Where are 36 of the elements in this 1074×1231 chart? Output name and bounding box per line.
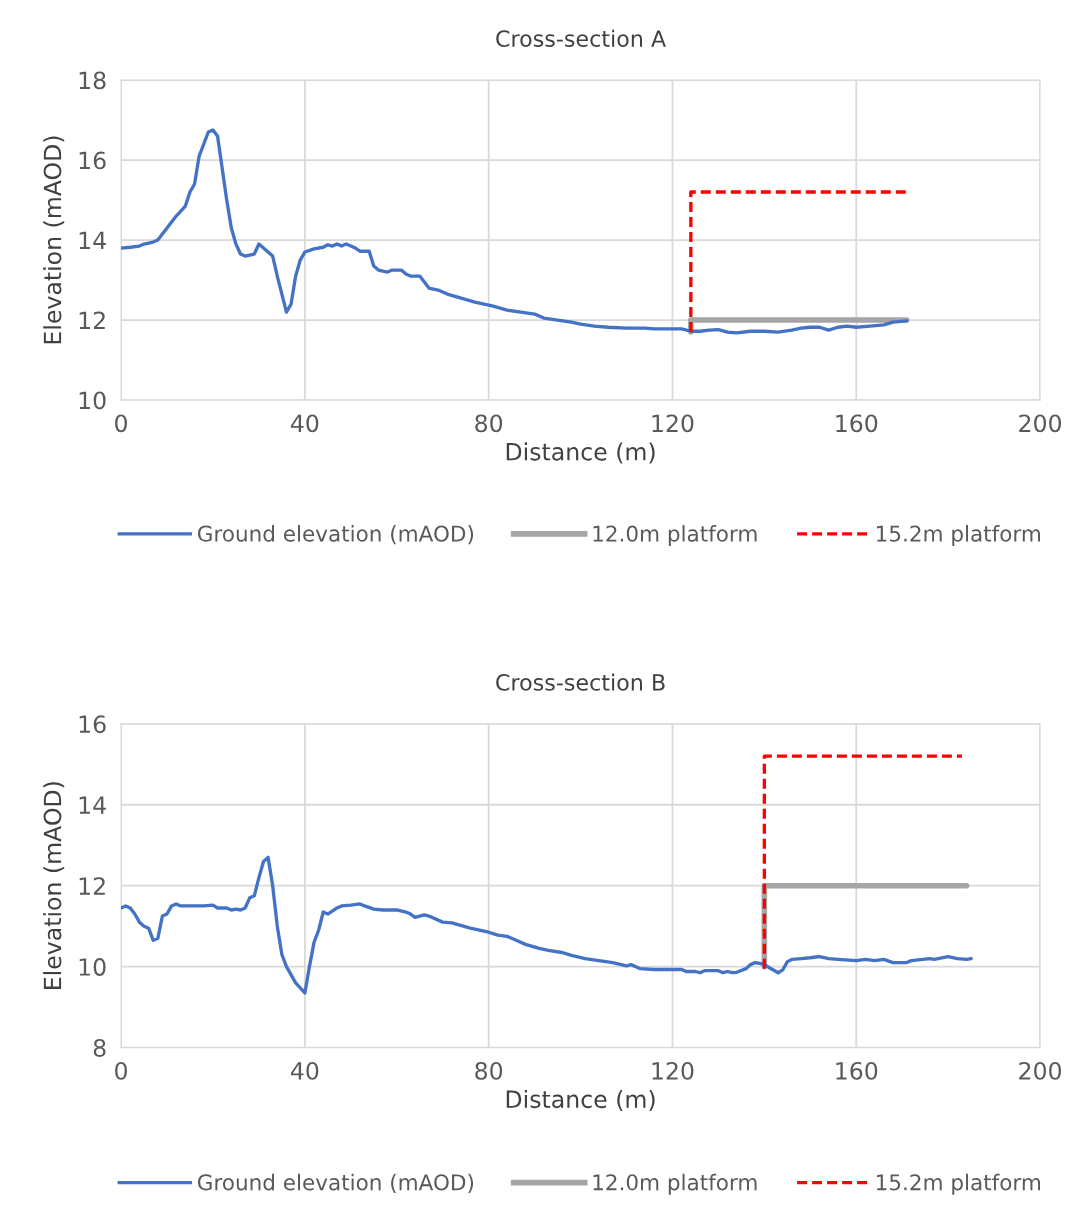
y-axis-title: Elevation (mAOD): [43, 782, 65, 989]
y-axis-title: Elevation (mAOD): [43, 136, 65, 344]
y-tick-label: 14: [79, 796, 106, 814]
legend-label: 12.0m platform: [593, 1173, 757, 1195]
legend-label: Ground elevation (mAOD): [197, 525, 474, 545]
x-axis-title: Distance (m): [506, 442, 655, 464]
x-tick-label: 80: [475, 414, 503, 433]
y-tick-label: 12: [79, 877, 105, 895]
y-tick-label: 10: [79, 958, 106, 976]
x-axis-title: Distance (m): [506, 1089, 655, 1111]
legend-label: 12.0m platform: [593, 525, 757, 546]
line-series: [121, 855, 973, 995]
y-tick-label: 18: [79, 71, 106, 90]
legend-label: Ground elevation (mAOD): [197, 1173, 474, 1193]
x-tick-label: 40: [290, 414, 319, 433]
x-tick-label: 80: [475, 1061, 503, 1080]
x-tick-label: 120: [652, 1061, 694, 1080]
legend-label: 15.2m platform: [876, 1173, 1041, 1195]
chart-title: Cross-section B: [496, 673, 665, 691]
y-tick-label: 10: [79, 391, 106, 410]
y-tick-label: 8: [93, 1039, 106, 1057]
y-tick-label: 16: [79, 715, 106, 734]
y-tick-label: 16: [79, 151, 106, 170]
x-tick-label: 200: [1019, 1061, 1062, 1080]
chart-title: Cross-section A: [496, 29, 666, 47]
x-tick-label: 200: [1019, 414, 1062, 433]
y-tick-label: 12: [79, 311, 105, 330]
x-tick-label: 0: [115, 1061, 127, 1080]
line-series: [121, 128, 909, 335]
x-tick-label: 0: [115, 414, 127, 433]
x-tick-label: 160: [836, 414, 878, 433]
x-tick-label: 120: [652, 414, 694, 433]
y-tick-label: 14: [79, 231, 106, 250]
x-tick-label: 40: [290, 1061, 319, 1080]
x-tick-label: 160: [836, 1061, 878, 1080]
legend-label: 15.2m platform: [876, 525, 1041, 546]
